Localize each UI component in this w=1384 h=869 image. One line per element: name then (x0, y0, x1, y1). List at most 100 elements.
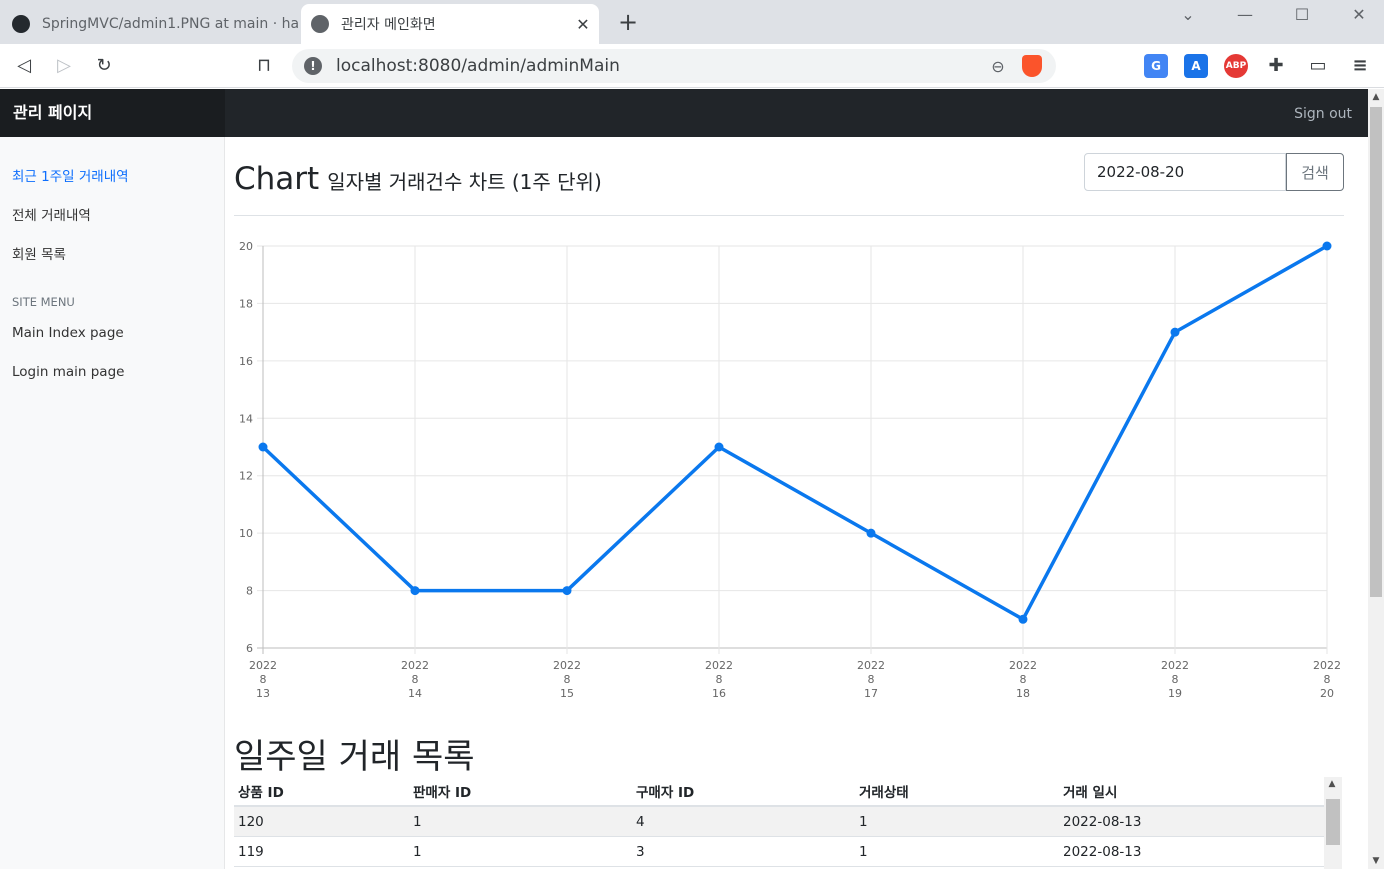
close-window-icon[interactable]: ✕ (1352, 5, 1366, 24)
table-header-buyer-id: 구매자 ID (636, 785, 695, 801)
table-row[interactable]: 119 1 3 1 2022-08-13 (234, 837, 1324, 867)
table-cell: 1 (413, 813, 422, 830)
browser-tab-admin[interactable]: 관리자 메인화면 ✕ (301, 4, 599, 44)
dictionary-extension-icon[interactable]: A (1184, 54, 1208, 78)
search-button[interactable]: 검색 (1286, 153, 1344, 191)
x-tick-label: 2022 8 14 (401, 659, 429, 700)
data-point (562, 586, 572, 596)
close-tab-icon[interactable]: ✕ (576, 14, 590, 34)
page-title-text: Chart (234, 161, 320, 197)
wallet-icon[interactable]: ▭ (1309, 55, 1327, 76)
sidebar-item-all-transactions[interactable]: 전체 거래내역 (12, 208, 91, 224)
sidebar-item-main-index[interactable]: Main Index page (12, 325, 124, 341)
tab-title: 관리자 메인화면 (341, 17, 436, 33)
table-cell: 120 (238, 813, 264, 830)
x-tick-label: 2022 8 18 (1009, 659, 1037, 700)
browser-tab-bar: SpringMVC/admin1.PNG at main · ha 관리자 메인… (0, 0, 1384, 44)
url-text[interactable]: localhost:8080/admin/adminMain (336, 56, 620, 76)
table-header-product-id: 상품 ID (238, 785, 284, 801)
line-chart: 6 8 10 12 14 16 18 20 2022 8 13 2022 8 14 2022 8 15 2022 8… (239, 240, 1341, 700)
maximize-icon[interactable]: ☐ (1294, 5, 1310, 24)
sidebar-item-members[interactable]: 회원 목록 (12, 247, 66, 263)
tab-title: SpringMVC/admin1.PNG at main · ha (42, 16, 300, 32)
table-cell: 2022-08-13 (1063, 843, 1142, 860)
new-tab-icon[interactable]: + (617, 8, 639, 36)
x-tick-label: 2022 8 15 (553, 659, 581, 700)
sidebar-section-heading: Site Menu (12, 295, 75, 309)
table-cell: 2022-08-13 (1063, 813, 1142, 830)
minimize-icon[interactable]: — (1237, 5, 1253, 24)
table-scrollbar-thumb[interactable] (1326, 799, 1340, 845)
table-cell: 3 (636, 843, 645, 860)
web-page: 관리 페이지 Sign out 최근 1주일 거래내역 전체 거래내역 회원 목… (0, 89, 1368, 869)
globe-icon (311, 15, 329, 33)
y-tick-label: 12 (239, 470, 253, 483)
table-cell: 119 (238, 843, 264, 860)
data-point (1018, 614, 1028, 624)
table-scrollbar[interactable]: ▲ (1324, 777, 1342, 869)
x-tick-label: 2022 8 13 (249, 659, 277, 700)
translate-extension-icon[interactable]: G (1144, 54, 1168, 78)
table-header-datetime: 거래 일시 (1063, 785, 1118, 801)
table-header-seller-id: 판매자 ID (413, 785, 472, 801)
list-title: 일주일 거래 목록 (234, 737, 475, 777)
reload-icon[interactable]: ↻ (96, 55, 112, 76)
browser-toolbar: ◁ ▷ ↻ ⊓ ! localhost:8080/admin/adminMain… (0, 44, 1384, 88)
tab-search-chevron-icon[interactable]: ⌄ (1181, 5, 1195, 24)
scroll-up-icon[interactable]: ▲ (1328, 779, 1336, 789)
sidebar: 최근 1주일 거래내역 전체 거래내역 회원 목록 Site Menu Main… (0, 137, 225, 869)
table-cell: 1 (859, 813, 868, 830)
data-point (714, 442, 724, 452)
y-tick-label: 8 (246, 585, 253, 598)
menu-icon[interactable]: ≡ (1352, 55, 1368, 76)
sidebar-item-recent-week[interactable]: 최근 1주일 거래내역 (12, 169, 129, 185)
y-tick-label: 18 (239, 297, 253, 310)
top-navbar: 관리 페이지 Sign out (0, 89, 1368, 137)
y-tick-label: 10 (239, 527, 253, 540)
divider (234, 215, 1344, 216)
x-tick-label: 2022 8 17 (857, 659, 885, 700)
zoom-icon[interactable]: ⊖ (991, 56, 1005, 76)
brand-title[interactable]: 관리 페이지 (0, 89, 225, 137)
transactions-table: 상품 ID 판매자 ID 구매자 ID 거래상태 거래 일시 120 1 4 1… (234, 777, 1324, 867)
data-point (410, 586, 420, 596)
y-tick-label: 20 (239, 240, 253, 253)
page-scrollbar[interactable]: ▲ ▼ (1368, 89, 1384, 869)
bookmark-icon[interactable]: ⊓ (256, 55, 272, 76)
extensions-puzzle-icon[interactable]: ✚ (1268, 55, 1284, 76)
page-scrollbar-thumb[interactable] (1370, 107, 1382, 597)
scroll-up-icon[interactable]: ▲ (1372, 92, 1380, 102)
sidebar-item-login-main[interactable]: Login main page (12, 364, 125, 380)
data-point (1322, 241, 1332, 251)
table-row[interactable]: 120 1 4 1 2022-08-13 (234, 807, 1324, 837)
table-header-status: 거래상태 (859, 785, 909, 801)
github-icon (12, 15, 30, 33)
series-line (261, 244, 1328, 622)
y-tick-label: 6 (246, 642, 253, 655)
table-cell: 1 (413, 843, 422, 860)
page-subtitle: 일자별 거래건수 차트 (1주 단위) (327, 170, 602, 194)
not-secure-icon[interactable]: ! (304, 57, 322, 75)
address-bar[interactable]: ! localhost:8080/admin/adminMain ⊖ (292, 49, 1056, 83)
brave-shield-icon[interactable] (1022, 55, 1042, 77)
back-icon[interactable]: ◁ (17, 55, 31, 76)
forward-icon[interactable]: ▷ (57, 55, 71, 76)
page-title: Chart 일자별 거래건수 차트 (1주 단위) (234, 161, 602, 197)
sign-out-link[interactable]: Sign out (1294, 106, 1352, 122)
y-tick-label: 16 (239, 355, 253, 368)
adblock-extension-icon[interactable]: ABP (1224, 54, 1248, 78)
x-tick-label: 2022 8 16 (705, 659, 733, 700)
table-cell: 1 (859, 843, 868, 860)
x-tick-label: 2022 8 19 (1161, 659, 1189, 700)
date-search-group: 검색 (1084, 153, 1344, 191)
data-point (866, 528, 876, 538)
data-point (1170, 327, 1180, 337)
scroll-down-icon[interactable]: ▼ (1372, 856, 1380, 866)
date-input[interactable] (1084, 153, 1286, 191)
browser-tab-github[interactable]: SpringMVC/admin1.PNG at main · ha (0, 4, 300, 44)
table-cell: 4 (636, 813, 645, 830)
data-point (258, 442, 268, 452)
y-tick-label: 14 (239, 412, 253, 425)
table-header-row: 상품 ID 판매자 ID 구매자 ID 거래상태 거래 일시 (234, 777, 1324, 807)
x-tick-label: 2022 8 20 (1313, 659, 1341, 700)
